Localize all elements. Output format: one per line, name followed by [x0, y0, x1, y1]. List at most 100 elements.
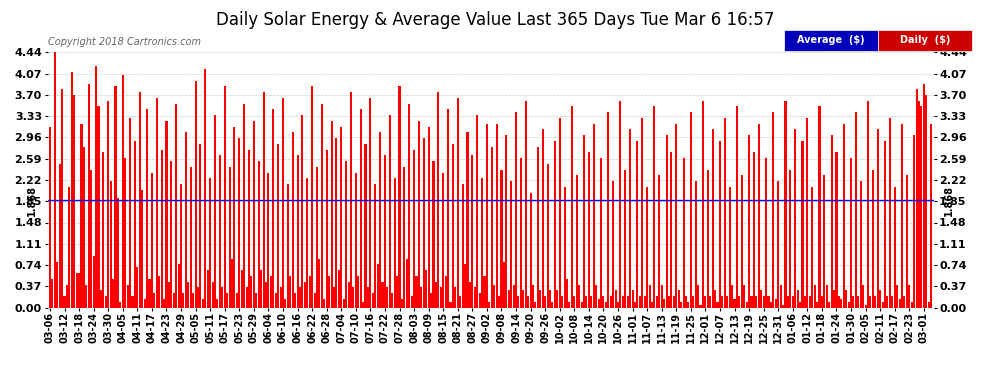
- Bar: [478, 293, 481, 308]
- Bar: [425, 270, 428, 308]
- Bar: [257, 161, 259, 308]
- Bar: [852, 296, 854, 307]
- Bar: [316, 167, 318, 308]
- Bar: [658, 176, 660, 308]
- Bar: [515, 112, 517, 308]
- Bar: [819, 106, 821, 308]
- Bar: [864, 304, 866, 307]
- Bar: [794, 129, 796, 308]
- Bar: [695, 181, 697, 308]
- Bar: [717, 302, 719, 307]
- Bar: [255, 293, 257, 308]
- Bar: [105, 296, 107, 307]
- Bar: [757, 124, 759, 308]
- Text: Average  ($): Average ($): [797, 35, 865, 45]
- Bar: [129, 118, 131, 308]
- Bar: [680, 302, 682, 307]
- Bar: [590, 296, 592, 307]
- Bar: [821, 296, 823, 307]
- Bar: [595, 285, 597, 308]
- Bar: [558, 118, 560, 308]
- Bar: [697, 285, 699, 308]
- Bar: [90, 170, 92, 308]
- Bar: [95, 66, 97, 308]
- Bar: [931, 124, 933, 308]
- Bar: [677, 290, 680, 308]
- Bar: [182, 293, 184, 308]
- Bar: [739, 296, 741, 307]
- Bar: [617, 302, 619, 307]
- Bar: [219, 155, 221, 308]
- Bar: [836, 152, 838, 308]
- Bar: [727, 296, 729, 307]
- Bar: [381, 282, 383, 308]
- Text: Daily Solar Energy & Average Value Last 365 Days Tue Mar 6 16:57: Daily Solar Energy & Average Value Last …: [216, 11, 774, 29]
- Bar: [770, 302, 772, 307]
- Bar: [454, 287, 456, 308]
- Bar: [93, 256, 95, 308]
- Bar: [297, 155, 299, 308]
- Bar: [540, 290, 542, 308]
- Bar: [321, 104, 323, 308]
- Bar: [714, 290, 716, 308]
- Bar: [508, 290, 510, 308]
- Bar: [120, 302, 122, 307]
- Bar: [185, 132, 187, 308]
- Bar: [685, 296, 687, 307]
- Bar: [209, 178, 211, 308]
- Bar: [568, 302, 570, 307]
- Bar: [217, 299, 219, 307]
- Bar: [556, 290, 558, 308]
- Bar: [814, 285, 816, 308]
- Bar: [637, 141, 639, 308]
- Bar: [891, 296, 893, 307]
- Bar: [144, 299, 146, 307]
- Bar: [854, 112, 857, 308]
- Bar: [112, 279, 114, 308]
- Bar: [911, 302, 913, 307]
- Bar: [566, 279, 568, 308]
- Bar: [605, 302, 607, 307]
- Bar: [85, 285, 87, 308]
- Bar: [277, 144, 279, 308]
- Bar: [663, 299, 665, 307]
- Bar: [73, 95, 75, 308]
- Bar: [612, 181, 614, 308]
- Bar: [224, 86, 226, 308]
- Bar: [809, 296, 811, 307]
- Bar: [399, 86, 401, 308]
- Bar: [627, 296, 629, 307]
- Bar: [598, 299, 600, 307]
- Bar: [889, 118, 891, 308]
- Bar: [252, 121, 254, 308]
- Bar: [549, 290, 551, 308]
- Bar: [284, 299, 286, 307]
- Bar: [847, 302, 849, 307]
- Bar: [347, 282, 349, 308]
- Bar: [272, 110, 274, 308]
- Bar: [413, 150, 415, 308]
- Bar: [124, 158, 127, 308]
- Bar: [610, 296, 612, 307]
- Bar: [83, 147, 85, 308]
- Bar: [306, 178, 308, 308]
- Bar: [459, 296, 461, 307]
- Bar: [343, 299, 345, 307]
- Bar: [532, 285, 534, 308]
- Bar: [571, 106, 573, 308]
- Bar: [267, 172, 269, 308]
- Bar: [707, 170, 709, 308]
- Bar: [527, 296, 530, 307]
- Bar: [583, 135, 585, 308]
- Bar: [80, 124, 82, 308]
- Bar: [469, 282, 471, 308]
- Bar: [229, 167, 231, 308]
- Bar: [923, 84, 925, 308]
- Bar: [850, 158, 852, 308]
- Bar: [802, 141, 804, 308]
- Bar: [869, 296, 871, 307]
- Bar: [884, 141, 886, 308]
- Bar: [750, 296, 752, 307]
- Bar: [197, 287, 199, 308]
- Bar: [142, 190, 144, 308]
